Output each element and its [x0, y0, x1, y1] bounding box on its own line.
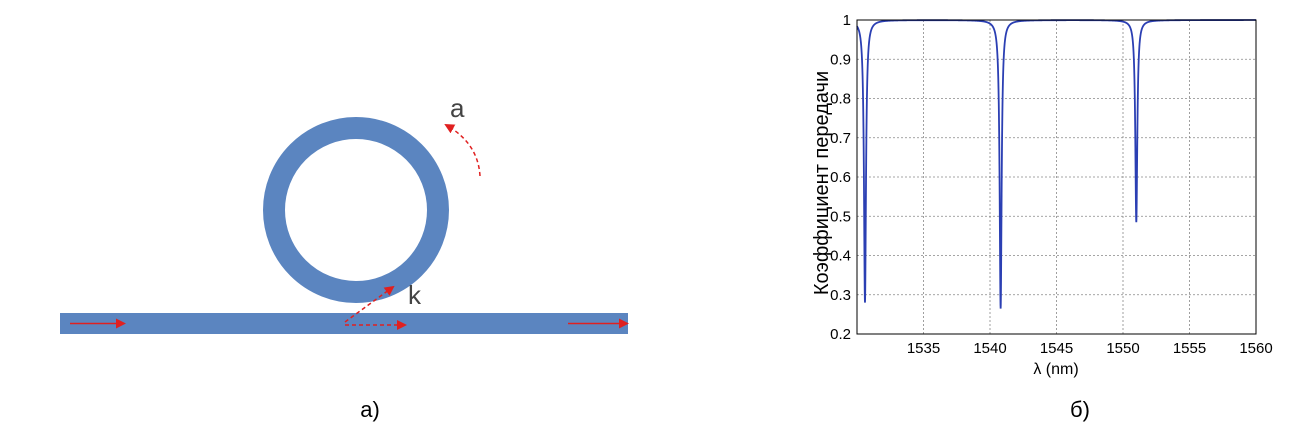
y-axis-label: Коэффициент передачи [811, 71, 833, 295]
y-tick-label: 0.4 [830, 248, 851, 265]
x-axis-label: λ (nm) [1033, 361, 1078, 378]
transmission-chart: 1535 1540 1545 1550 1555 1560 0.2 0.3 0.4 0.5 0.6… [811, 12, 1273, 422]
x-tick-label: 1550 [1106, 340, 1139, 357]
x-ticks: 1535 1540 1545 1550 1555 1560 [907, 340, 1273, 357]
plot-frame [856, 19, 1257, 335]
x-tick-label: 1540 [973, 340, 1006, 357]
x-tick-label: 1535 [907, 340, 940, 357]
y-tick-label: 0.8 [830, 91, 851, 108]
label-a: a [450, 93, 465, 123]
caption-a: а) [360, 397, 380, 422]
label-k: k [408, 280, 422, 310]
circulation-arrow [444, 124, 481, 177]
bus-waveguide [60, 313, 628, 334]
grid [857, 19, 1257, 335]
coupling-arrow [344, 285, 395, 323]
y-tick-label: 1 [843, 12, 851, 29]
y-tick-label: 0.7 [830, 130, 851, 147]
ring-resonator-diagram: a k а) [60, 93, 629, 422]
ring-waveguide [263, 117, 449, 303]
y-ticks: 0.2 0.3 0.4 0.5 0.6 0.7 0.8 0.9 1 [830, 12, 851, 343]
y-tick-label: 0.2 [830, 326, 851, 343]
x-tick-label: 1555 [1173, 340, 1206, 357]
x-tick-label: 1545 [1040, 340, 1073, 357]
y-tick-label: 0.9 [830, 51, 851, 68]
x-tick-label: 1560 [1239, 340, 1272, 357]
y-tick-label: 0.6 [830, 169, 851, 186]
y-tick-label: 0.5 [830, 208, 851, 225]
y-tick-label: 0.3 [830, 287, 851, 304]
caption-b: б) [1070, 397, 1090, 422]
